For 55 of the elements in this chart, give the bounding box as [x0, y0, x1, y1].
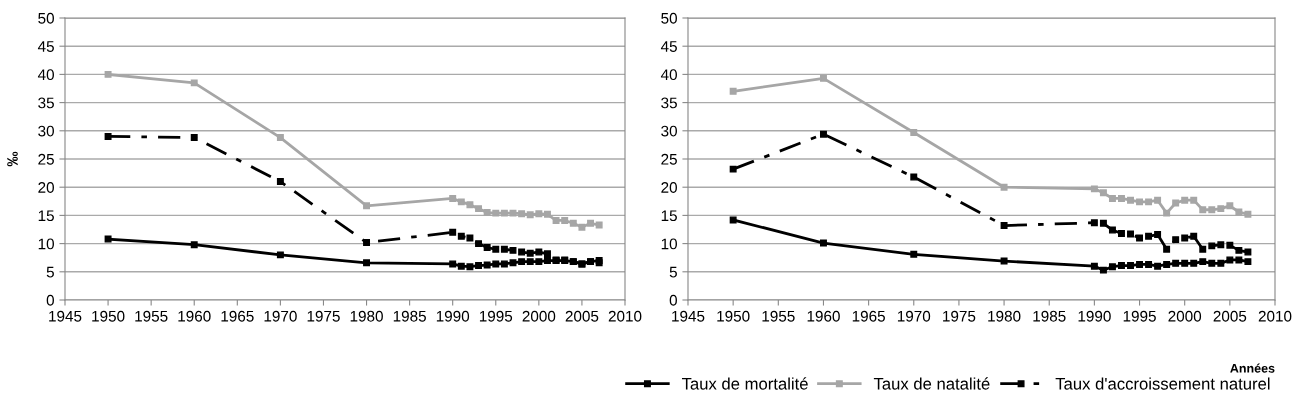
- x-tick-label: 1950: [717, 310, 750, 322]
- y-tick-label: 15: [38, 210, 54, 222]
- y-tick-label: 35: [38, 97, 54, 109]
- y-tick-label: 20: [661, 182, 677, 193]
- x-tick-label: 1965: [852, 310, 885, 322]
- y-tick-label: 5: [46, 266, 54, 278]
- x-tick-label: 1985: [393, 310, 426, 322]
- y-tick-label: 40: [660, 69, 677, 81]
- y-tick-label: 20: [38, 182, 54, 193]
- legend-label: Taux de natalité: [873, 377, 990, 390]
- x-tick-label: 1995: [479, 310, 513, 322]
- legend-label: Taux de mortalité: [681, 377, 808, 390]
- x-tick-label: 1990: [1078, 310, 1111, 322]
- x-tick-label: 1965: [221, 310, 254, 322]
- y-tick-label: 0: [669, 294, 677, 306]
- x-tick-label: 1970: [897, 310, 931, 322]
- x-tick-label: 1945: [49, 310, 82, 322]
- x-tick-label: 1970: [264, 310, 297, 322]
- x-tick-label: 1990: [436, 310, 470, 322]
- y-tick-label: 25: [38, 153, 54, 165]
- y-tick-label: 10: [661, 238, 677, 250]
- y-tick-label: 15: [661, 210, 677, 222]
- y-axis-title: ‰: [7, 151, 18, 167]
- legend-label: Taux d'accroissement naturel: [1055, 377, 1270, 390]
- x-tick-label: 2000: [522, 310, 556, 322]
- y-tick-label: 45: [37, 41, 54, 52]
- x-tick-label: 1980: [350, 310, 383, 322]
- x-tick-label: 2010: [608, 310, 642, 322]
- x-axis-title: Années: [1230, 363, 1275, 373]
- x-tick-label: 1950: [92, 310, 125, 322]
- y-tick-label: 0: [46, 294, 54, 306]
- y-tick-label: 50: [661, 12, 677, 24]
- x-tick-label: 1960: [807, 310, 840, 322]
- x-tick-label: 2000: [1168, 310, 1202, 322]
- y-tick-label: 5: [669, 266, 677, 278]
- y-tick-label: 25: [661, 153, 677, 165]
- x-tick-label: 2005: [565, 310, 599, 322]
- y-tick-label: 30: [661, 125, 677, 137]
- x-tick-label: 1955: [135, 310, 168, 322]
- x-tick-label: 1985: [1033, 310, 1066, 322]
- x-tick-label: 1975: [307, 310, 340, 322]
- y-tick-label: 50: [38, 12, 54, 24]
- y-tick-label: 35: [661, 97, 677, 109]
- x-tick-label: 2005: [1213, 310, 1247, 322]
- x-tick-label: 1960: [178, 310, 211, 322]
- x-tick-label: 1980: [988, 310, 1021, 322]
- x-tick-label: 1945: [672, 310, 705, 322]
- y-tick-label: 10: [38, 238, 54, 250]
- y-tick-label: 45: [660, 41, 677, 52]
- x-tick-label: 2010: [1258, 310, 1292, 322]
- y-tick-label: 40: [37, 69, 54, 81]
- y-tick-label: 30: [38, 125, 54, 137]
- x-tick-label: 1995: [1123, 310, 1156, 322]
- x-tick-label: 1975: [943, 310, 976, 322]
- x-tick-label: 1955: [762, 310, 795, 322]
